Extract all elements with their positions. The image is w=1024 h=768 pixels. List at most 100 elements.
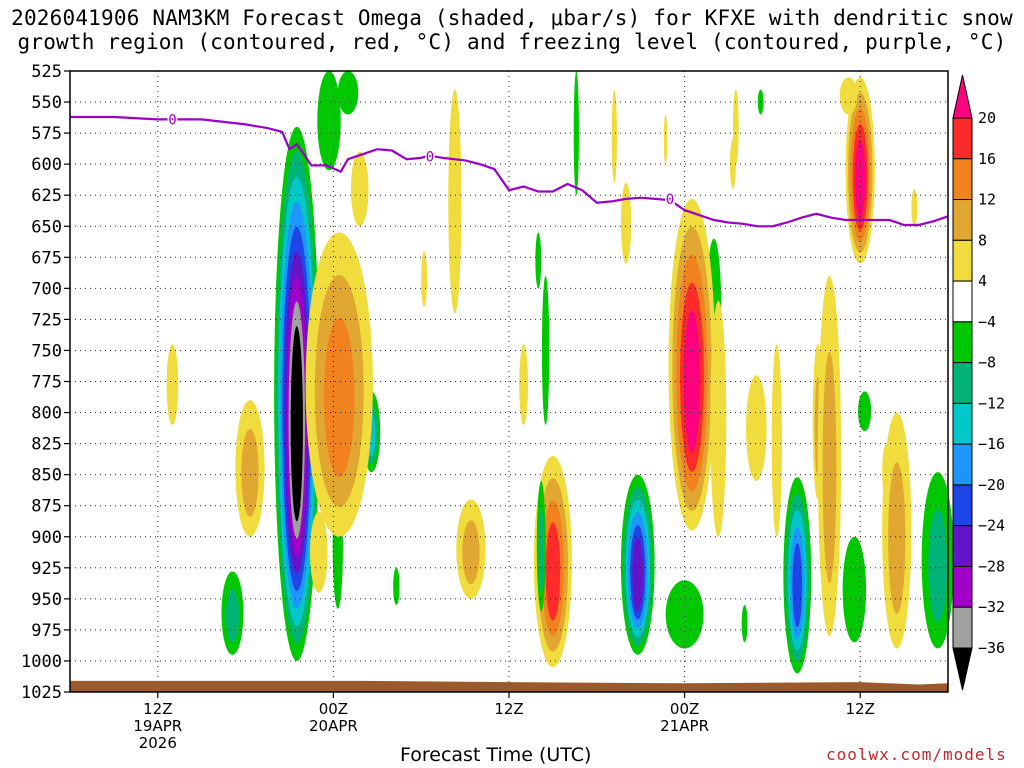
colorbar-segment-6 bbox=[952, 321, 973, 364]
omega-descent-blob-o-level-0 bbox=[746, 375, 767, 481]
y-tick-label-625: 625 bbox=[31, 186, 62, 206]
colorbar-label-6: −8 bbox=[978, 354, 996, 372]
y-tick-label-1000: 1000 bbox=[21, 652, 62, 672]
omega-descent-blob-n-level-0 bbox=[710, 300, 727, 537]
y-tick-label-600: 600 bbox=[31, 155, 62, 175]
colorbar-segment-bottom bbox=[952, 647, 973, 691]
credit-text: coolwx.com/models bbox=[826, 745, 1007, 764]
x-tick-label-54-1: 12Z bbox=[846, 700, 875, 718]
y-tick-label-550: 550 bbox=[31, 93, 62, 113]
colorbar-label-10: −24 bbox=[978, 517, 1005, 535]
y-tick-label-1025: 1025 bbox=[21, 683, 62, 703]
colorbar-label-13: −36 bbox=[978, 639, 1005, 657]
freezing-level-contour: 0 0 0 bbox=[70, 111, 949, 228]
y-axis-ticks: 525 550 575 600 625 650 675 700 725 750 775 800 825 8… bbox=[21, 62, 70, 703]
omega-descent-blob-h-level-0 bbox=[421, 251, 428, 307]
colorbar-label-0: 20 bbox=[978, 109, 996, 127]
omega-ascent-blob-l-level-0 bbox=[573, 71, 579, 196]
x-tick-label-18-2: 20APR bbox=[309, 717, 358, 735]
omega-descent-blob-v-level-0 bbox=[911, 188, 918, 227]
omega-ascent-blob-e-level-0 bbox=[337, 71, 359, 115]
omega-descent-blob-f-level-0 bbox=[448, 89, 462, 314]
colorbar-segment-9 bbox=[952, 443, 973, 486]
omega-descent-blob-u-level-1 bbox=[888, 462, 906, 614]
colorbar-segment-5 bbox=[952, 280, 973, 323]
omega-ascent-blob-a-level-1 bbox=[225, 589, 239, 643]
y-tick-label-900: 900 bbox=[31, 528, 62, 548]
freezing-level-label-bg-0 bbox=[167, 111, 178, 126]
ground-surface bbox=[70, 680, 948, 692]
omega-ascent-blob-d-level-0 bbox=[317, 71, 341, 171]
omega-ascent-core-level-8 bbox=[290, 326, 303, 522]
colorbar-segment-10 bbox=[952, 484, 973, 527]
omega-ascent-blob-q-level-1 bbox=[928, 509, 948, 623]
y-tick-label-575: 575 bbox=[31, 124, 62, 144]
colorbar-label-4: 4 bbox=[978, 272, 987, 290]
colorbar-segment-2 bbox=[952, 158, 973, 201]
x-tick-label-30-1: 12Z bbox=[494, 700, 523, 718]
colorbar-label-3: 8 bbox=[978, 231, 987, 249]
omega-descent-blob-p-level-0 bbox=[771, 344, 782, 537]
omega-ascent-blob-i-level-0 bbox=[665, 580, 704, 649]
colorbar-segment-3 bbox=[952, 199, 973, 241]
colorbar-label-8: −16 bbox=[978, 435, 1005, 453]
freezing-level-label-bg-2 bbox=[664, 190, 675, 205]
colorbar-label-12: −32 bbox=[978, 598, 1005, 616]
x-tick-label-18-1: 00Z bbox=[319, 700, 348, 718]
colorbar-label-2: 12 bbox=[978, 191, 996, 209]
omega-ascent-blob-o-level-0 bbox=[858, 391, 872, 432]
colorbar-segment-12 bbox=[952, 565, 973, 608]
freezing-level-label-bg-1 bbox=[424, 148, 435, 163]
omega-descent-blob-i-level-0 bbox=[519, 344, 529, 425]
omega-ascent-blob-h-level-4 bbox=[792, 543, 803, 628]
x-tick-label-42-2: 21APR bbox=[660, 717, 709, 735]
colorbar-label-7: −12 bbox=[978, 394, 1005, 412]
y-tick-label-925: 925 bbox=[31, 559, 62, 579]
omega-ascent-blob-f-level-0 bbox=[393, 567, 400, 606]
omega-ascent-blob-s-level-1 bbox=[538, 508, 544, 593]
omega-ascent-blob-j-level-0 bbox=[535, 232, 542, 289]
omega-descent-blob-s-level-4 bbox=[855, 139, 866, 220]
x-tick-label-6-2: 19APR bbox=[133, 717, 182, 735]
y-tick-label-750: 750 bbox=[31, 341, 62, 361]
y-tick-label-650: 650 bbox=[31, 217, 62, 237]
x-tick-label-6-1: 12Z bbox=[143, 700, 172, 718]
colorbar: 20 16 12 8 4 −4 −8 −12 −16 −20 −24 −28 −32 −36 bbox=[952, 74, 1005, 691]
omega-descent-blob-m-level-4 bbox=[683, 310, 700, 453]
colorbar-segment-7 bbox=[952, 362, 973, 404]
y-tick-label-850: 850 bbox=[31, 466, 62, 486]
omega-descent-blob-y-level-0 bbox=[732, 89, 739, 165]
y-tick-label-675: 675 bbox=[31, 248, 62, 268]
omega-descent-blob-a-level-2 bbox=[323, 317, 355, 478]
omega-descent-blob-k-level-0 bbox=[620, 182, 632, 264]
omega-descent-blob-l-level-0 bbox=[611, 89, 617, 183]
grid-lines bbox=[70, 70, 948, 693]
y-tick-label-725: 725 bbox=[31, 310, 62, 330]
colorbar-segment-11 bbox=[952, 525, 973, 567]
omega-descent-blob-e-level-0 bbox=[309, 511, 328, 593]
omega-ascent-blob-n-level-0 bbox=[741, 605, 748, 643]
y-tick-label-975: 975 bbox=[31, 621, 62, 641]
freezing-level-line bbox=[70, 115, 949, 228]
y-tick-label-775: 775 bbox=[31, 373, 62, 393]
chart-title-line-2: growth region (contoured, red, °C) and f… bbox=[17, 30, 1007, 54]
omega-descent-blob-c-level-1 bbox=[241, 428, 259, 517]
colorbar-label-5: −4 bbox=[978, 313, 996, 331]
omega-descent-blob-w-level-0 bbox=[882, 443, 891, 500]
colorbar-segment-13 bbox=[952, 606, 973, 649]
omega-descent-blob-g-level-1 bbox=[462, 520, 480, 585]
y-tick-label-875: 875 bbox=[31, 497, 62, 517]
x-tick-label-6-3: 2026 bbox=[139, 734, 177, 752]
x-axis-label: Forecast Time (UTC) bbox=[400, 744, 592, 766]
y-tick-label-825: 825 bbox=[31, 435, 62, 455]
colorbar-segment-1 bbox=[952, 117, 973, 160]
omega-descent-blob-z-level-0 bbox=[663, 114, 668, 165]
colorbar-label-1: 16 bbox=[978, 150, 996, 168]
x-tick-label-42-1: 00Z bbox=[670, 700, 699, 718]
y-tick-label-800: 800 bbox=[31, 404, 62, 424]
omega-descent-blob-b-level-0 bbox=[350, 151, 369, 227]
colorbar-segment-8 bbox=[952, 402, 973, 445]
y-tick-label-950: 950 bbox=[31, 590, 62, 610]
